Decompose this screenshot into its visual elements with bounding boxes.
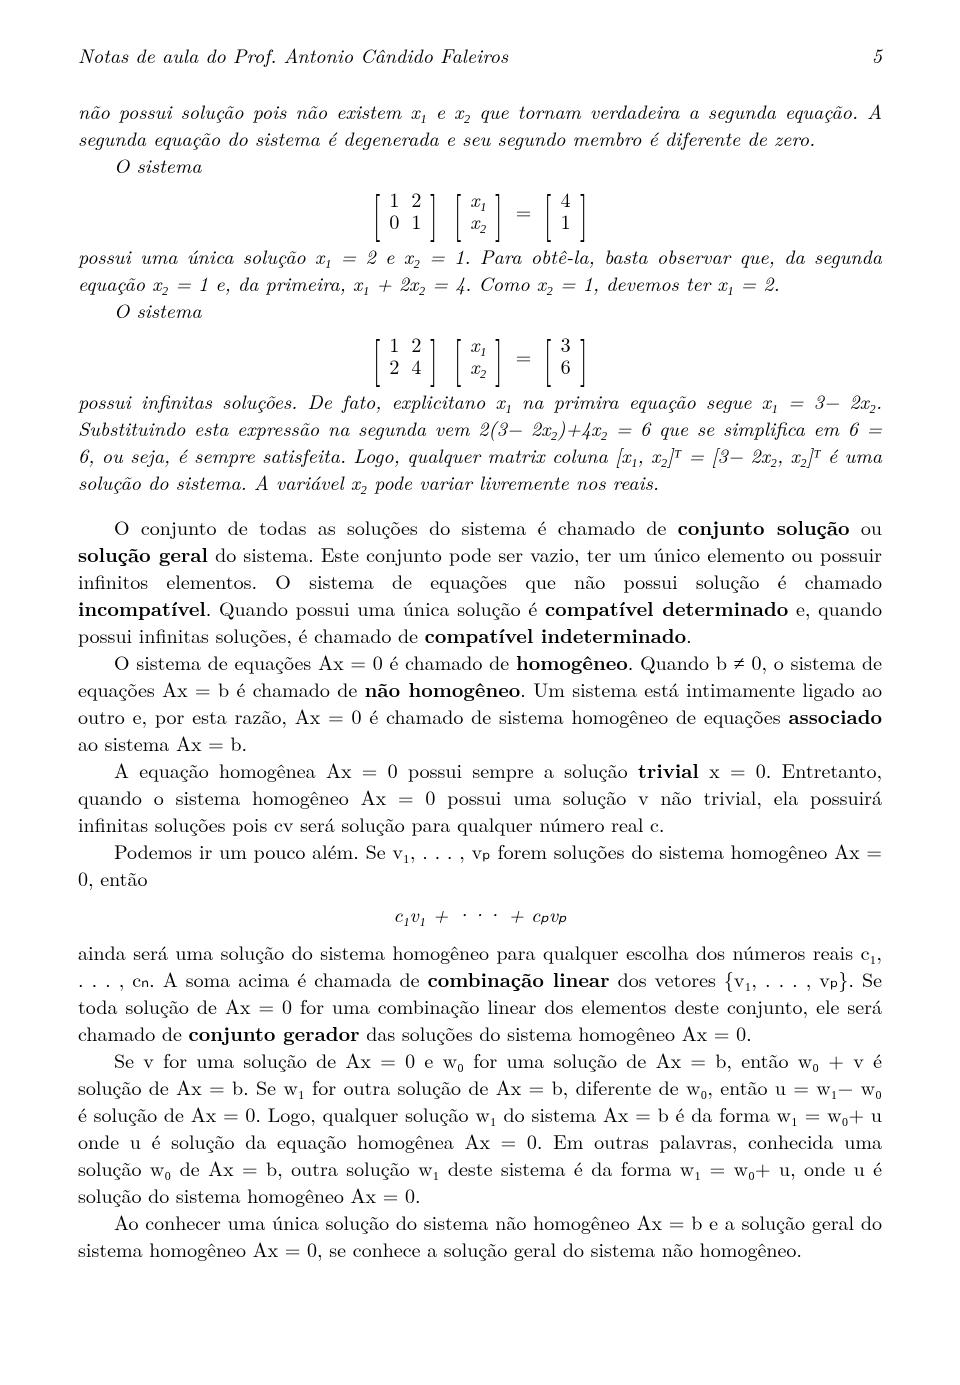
page: Notas de aula do Prof. Antonio Cândido F… bbox=[0, 0, 960, 1312]
page-number: 5 bbox=[872, 40, 882, 69]
paragraph-2b: possui uma única solução x₁ = 2 e x₂ = 1… bbox=[78, 242, 882, 296]
equation-3: c₁v₁ + ··· + cₚvₚ bbox=[78, 899, 882, 928]
equals-1: = bbox=[516, 196, 532, 225]
paragraph-9: Se v for uma solução de Ax = 0 e w₀ for … bbox=[78, 1046, 882, 1208]
equals-2: = bbox=[516, 341, 532, 370]
paragraph-5: O sistema de equações Ax = 0 é chamado d… bbox=[78, 648, 882, 756]
paragraph-6: A equação homogênea Ax = 0 possui sempre… bbox=[78, 756, 882, 837]
vector-x2: [ x₁x₂ ] bbox=[451, 331, 506, 379]
header-title: Notas de aula do Prof. Antonio Cândido F… bbox=[78, 40, 508, 69]
paragraph-4: O conjunto de todas as soluções do siste… bbox=[78, 513, 882, 648]
paragraph-3a: O sistema bbox=[78, 296, 882, 323]
paragraph-10: Ao conhecer uma única solução do sistema… bbox=[78, 1208, 882, 1262]
vector-x1: [ x₁x₂ ] bbox=[451, 186, 506, 234]
vector-b1: [ 41 ] bbox=[541, 186, 590, 234]
paragraph-3b: possui infinitas soluções. De fato, expl… bbox=[78, 387, 882, 495]
vector-b2: [ 36 ] bbox=[541, 331, 590, 379]
matrix-A2: [ 12 24 ] bbox=[370, 331, 441, 379]
paragraph-8: ainda será uma solução do sistema homogê… bbox=[78, 938, 882, 1046]
equation-1: [ 10 21 ] [ x₁x₂ ] = [ 41 ] bbox=[78, 186, 882, 234]
equation-2: [ 12 24 ] [ x₁x₂ ] = [ 36 ] bbox=[78, 331, 882, 379]
paragraph-2a: O sistema bbox=[78, 151, 882, 178]
matrix-A1: [ 10 21 ] bbox=[370, 186, 441, 234]
paragraph-7: Podemos ir um pouco além. Se v₁, . . . ,… bbox=[78, 837, 882, 891]
paragraph-1: não possui solução pois não existem x₁ e… bbox=[78, 97, 882, 151]
page-header: Notas de aula do Prof. Antonio Cândido F… bbox=[78, 40, 882, 69]
